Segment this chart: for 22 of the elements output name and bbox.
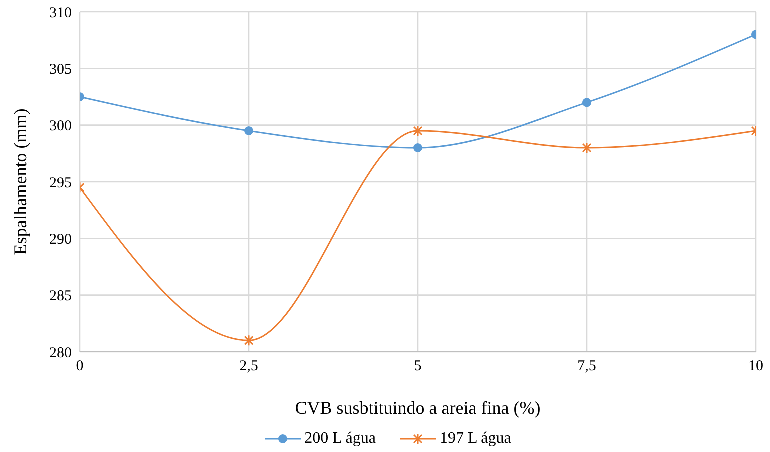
y-tick-label: 295 [50,175,72,192]
point [582,98,592,108]
point [582,142,592,154]
x-tick-label: 5 [414,358,422,375]
y-tick-label: 305 [50,62,72,78]
y-tick-label: 285 [50,288,72,305]
y-tick-label: 290 [50,232,72,248]
point [413,125,423,137]
legend-label: 200 L água [304,430,376,448]
point [414,144,422,152]
x-tick-label: 2,5 [240,358,258,375]
y-tick-label: 280 [50,345,72,362]
point [244,334,254,346]
legend-label: 197 L água [439,430,512,448]
x-axis-title: CVB susbtituindo a areia fina (%) [295,398,541,418]
x-tick-label: 10 [748,358,764,375]
x-tick-label: 7,5 [578,358,596,375]
y-axis-title: Espalhamento (mm) [10,108,30,256]
x-tick-label: 0 [76,358,84,375]
y-tick-label: 300 [50,118,72,135]
y-tick-label: 310 [50,5,72,22]
point [244,126,254,136]
